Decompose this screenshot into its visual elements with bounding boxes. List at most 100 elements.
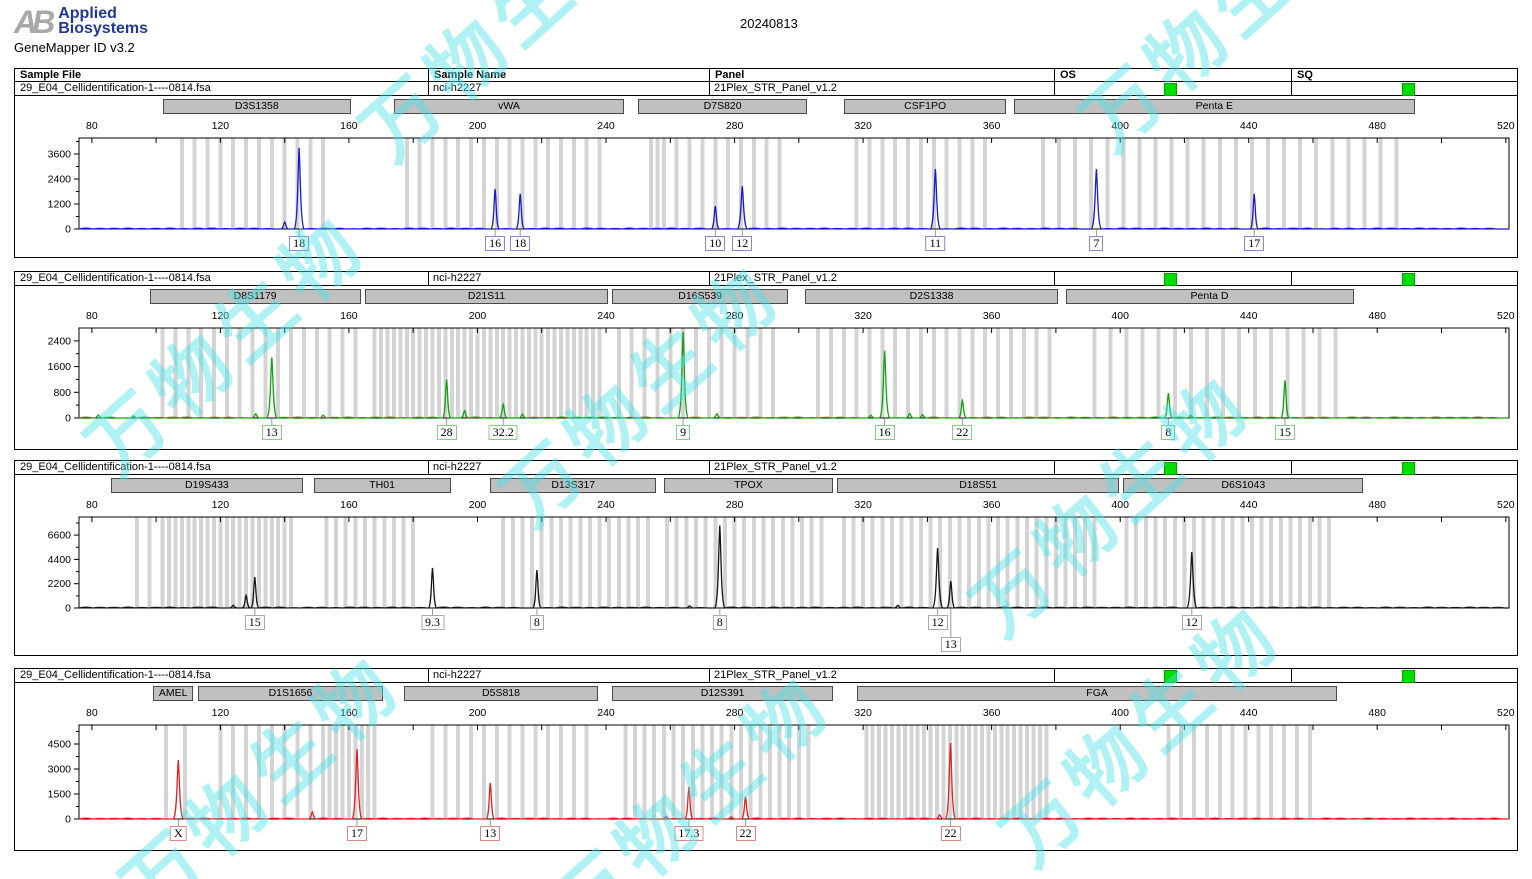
marker-box-D2S1338: D2S1338: [805, 289, 1058, 304]
panel-name-cell[interactable]: 21Plex_STR_Panel_v1.2: [714, 669, 837, 681]
allele-label-18[interactable]: 18: [510, 236, 531, 251]
allele-label-10[interactable]: 10: [705, 236, 726, 251]
allele-label-16[interactable]: 16: [485, 236, 506, 251]
sample-file-cell[interactable]: 29_E04_Cellidentification-1----0814.fsa: [20, 82, 211, 94]
plot-frame: [78, 137, 1510, 230]
applied-biosystems-logo: AB Applied Biosystems: [14, 4, 148, 44]
allele-label-9[interactable]: 9: [676, 425, 691, 440]
bin-bar: [870, 725, 875, 819]
sample-name-cell[interactable]: nci-h2227: [433, 669, 482, 681]
bin-bar: [1282, 725, 1287, 819]
bin-bar: [1301, 328, 1306, 418]
sample-file-cell[interactable]: 29_E04_Cellidentification-1----0814.fsa: [20, 669, 211, 681]
allele-label-13[interactable]: 13: [480, 826, 501, 841]
bin-bar: [520, 138, 525, 229]
bin-bar: [263, 328, 268, 418]
bin-bar: [533, 725, 538, 819]
bin-bar: [909, 517, 914, 608]
column-separator: [1054, 82, 1055, 95]
allele-label-13[interactable]: 13: [261, 425, 282, 440]
allele-label-9.3[interactable]: 9.3: [421, 615, 444, 630]
bin-bar: [530, 517, 535, 608]
x-tick-label: 360: [983, 310, 1001, 322]
plot-svg-red: 80 120 160 200 240 280 320 360 400 440 480 520 0 1500…: [48, 707, 1515, 826]
bin-bar: [578, 328, 583, 418]
allele-label-17.3[interactable]: 17.3: [674, 826, 704, 841]
x-tick-label: 120: [212, 310, 230, 322]
os-status-indicator: [1164, 670, 1177, 683]
panel-name-cell[interactable]: 21Plex_STR_Panel_v1.2: [714, 461, 837, 473]
marker-box-TPOX: TPOX: [663, 478, 833, 493]
allele-label-18[interactable]: 18: [289, 236, 310, 251]
allele-label-22[interactable]: 22: [940, 826, 961, 841]
bin-bar: [922, 725, 927, 819]
bin-bar: [382, 517, 387, 608]
allele-label-32.2[interactable]: 32.2: [488, 425, 518, 440]
bin-bar: [777, 725, 782, 819]
bin-bar: [250, 328, 255, 418]
bin-bar: [1092, 517, 1097, 608]
x-axis-ticks: [91, 517, 1507, 522]
allele-label-15[interactable]: 15: [1275, 425, 1295, 440]
bin-bar: [481, 138, 486, 229]
bin-bar: [205, 517, 210, 608]
bin-bar: [289, 517, 294, 608]
allele-label-28[interactable]: 28: [436, 425, 457, 440]
panel-name-cell[interactable]: 21Plex_STR_Panel_v1.2: [714, 82, 837, 94]
bin-bar: [661, 725, 666, 819]
bin-bar: [957, 328, 962, 418]
allele-label-22[interactable]: 22: [735, 826, 756, 841]
electropherogram-panel-blue: 29_E04_Cellidentification-1----0814.fsa n…: [14, 81, 1518, 258]
bin-bar: [918, 517, 923, 608]
bin-bar: [269, 725, 274, 819]
allele-label-13[interactable]: 13: [940, 637, 961, 652]
logo-text: Applied Biosystems: [58, 6, 148, 37]
sq-status-indicator: [1402, 83, 1415, 96]
column-separator: [709, 272, 710, 285]
allele-label-7[interactable]: 7: [1089, 236, 1104, 251]
bin-bar: [649, 138, 653, 229]
bin-bar: [999, 725, 1004, 819]
allele-label-12[interactable]: 12: [927, 615, 948, 630]
bin-bar: [1259, 517, 1264, 608]
allele-label-8[interactable]: 8: [1161, 425, 1176, 440]
bin-bar: [257, 517, 261, 608]
bin-bar: [510, 517, 515, 608]
bin-bar: [928, 517, 933, 608]
panel-name-cell[interactable]: 21Plex_STR_Panel_v1.2: [714, 272, 837, 284]
bin-bar: [263, 517, 268, 608]
bin-bar: [629, 328, 634, 418]
allele-label-8[interactable]: 8: [529, 615, 544, 630]
sample-name-cell[interactable]: nci-h2227: [433, 461, 482, 473]
bin-bar: [742, 517, 747, 608]
bin-bar: [771, 517, 776, 608]
bin-bar: [1192, 725, 1197, 819]
bin-bar: [1153, 517, 1158, 608]
bin-bar: [931, 138, 936, 229]
bin-bar: [719, 328, 724, 418]
bin-bar: [1394, 138, 1399, 229]
sample-name-cell[interactable]: nci-h2227: [433, 272, 482, 284]
allele-label-X[interactable]: X: [169, 826, 187, 841]
allele-label-22[interactable]: 22: [952, 425, 973, 440]
column-separator: [709, 461, 710, 474]
allele-label-16[interactable]: 16: [874, 425, 895, 440]
allele-label-17[interactable]: 17: [347, 826, 367, 841]
bin-bar: [587, 517, 592, 608]
allele-bins-layer: [160, 328, 1338, 418]
bin-bar: [1179, 725, 1184, 819]
allele-label-11[interactable]: 11: [925, 236, 946, 251]
bin-bar: [902, 725, 907, 819]
allele-label-12[interactable]: 12: [732, 236, 753, 251]
sample-file-cell[interactable]: 29_E04_Cellidentification-1----0814.fsa: [20, 272, 211, 284]
bin-bar: [163, 725, 168, 819]
sample-name-cell[interactable]: nci-h2227: [433, 82, 482, 94]
x-tick-label: 440: [1240, 707, 1258, 719]
allele-label-15[interactable]: 15: [244, 615, 265, 630]
sample-file-cell[interactable]: 29_E04_Cellidentification-1----0814.fsa: [20, 461, 211, 473]
bin-bar: [308, 138, 313, 229]
allele-label-8[interactable]: 8: [712, 615, 727, 630]
allele-label-12[interactable]: 12: [1181, 615, 1202, 630]
allele-label-17[interactable]: 17: [1244, 236, 1265, 251]
bin-bar: [655, 328, 660, 418]
